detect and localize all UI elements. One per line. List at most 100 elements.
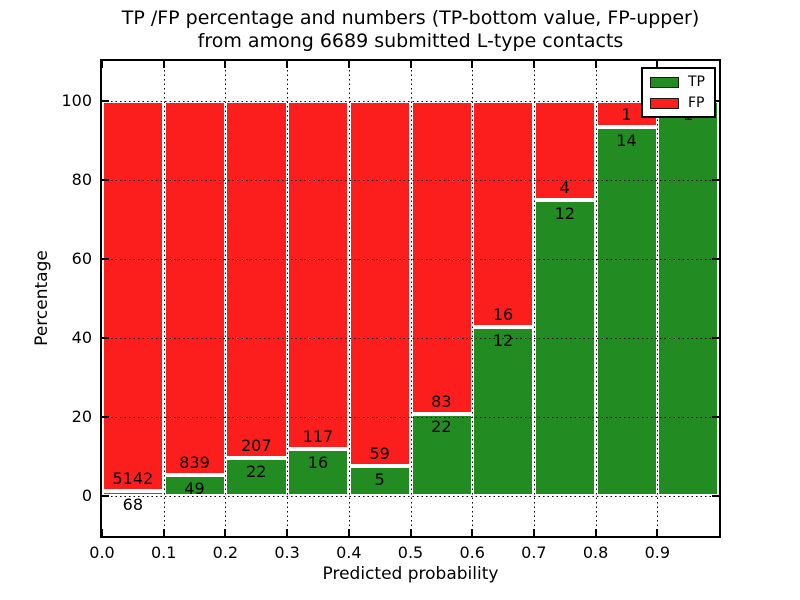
tp-bar-segment	[102, 491, 165, 497]
tp-bar-segment	[472, 326, 535, 497]
v-gridline	[225, 61, 227, 536]
v-gridline	[533, 61, 535, 536]
x-tick-label: 0.0	[89, 543, 115, 562]
y-tick-mark	[712, 257, 719, 260]
tp-bar-segment	[348, 465, 411, 497]
x-tick-mark	[162, 529, 165, 536]
fp-bar-segment	[348, 100, 411, 466]
tp-count-label: 68	[122, 495, 144, 515]
tp-bar-segment	[533, 199, 597, 497]
legend-swatch-fp	[650, 97, 679, 109]
v-gridline	[410, 61, 412, 536]
x-tick-label: 0.2	[212, 543, 239, 562]
y-tick-mark	[102, 337, 109, 340]
tp-count-label: 22	[246, 462, 267, 482]
v-gridline	[348, 61, 350, 536]
fp-count-label: 5142	[112, 469, 154, 489]
x-tick-mark	[594, 61, 597, 68]
legend-label-fp: FP	[688, 95, 705, 111]
tp-count-label: 14	[616, 130, 637, 150]
y-tick-mark	[102, 495, 109, 498]
x-tick-mark	[286, 529, 289, 536]
tp-bar-segment	[595, 127, 658, 497]
plot-area: 514268839492072211716595832216124121141 …	[100, 59, 721, 538]
tp-bar-segment	[225, 458, 288, 497]
x-tick-mark	[471, 61, 474, 68]
y-tick-mark	[712, 337, 719, 340]
fp-bar-segment	[533, 100, 597, 200]
fp-count-label: 4	[559, 177, 570, 197]
x-tick-mark	[224, 529, 227, 536]
legend: TP FP	[641, 67, 716, 118]
y-tick-mark	[712, 178, 719, 181]
tp-count-label: 12	[554, 203, 575, 223]
v-gridline	[657, 61, 659, 536]
x-tick-mark	[347, 61, 350, 68]
x-tick-label: 0.8	[582, 543, 609, 562]
x-tick-label: 0.5	[397, 543, 424, 562]
x-tick-label: 0.6	[459, 543, 485, 562]
y-tick-mark	[712, 495, 719, 498]
y-tick-label: 0	[81, 486, 92, 506]
plot-inner: 514268839492072211716595832216124121141 …	[101, 61, 720, 536]
legend-swatch-tp	[650, 76, 679, 88]
chart-title-line1: TP /FP percentage and numbers (TP-bottom…	[121, 7, 700, 29]
x-tick-mark	[286, 61, 289, 68]
fp-bar-segment	[225, 100, 288, 459]
x-tick-label: 0.7	[521, 543, 547, 562]
x-tick-mark	[656, 529, 659, 536]
chart-title: TP /FP percentage and numbers (TP-bottom…	[100, 7, 721, 53]
tp-count-label: 22	[431, 417, 452, 437]
x-tick-mark	[409, 529, 412, 536]
tp-bar-segment	[287, 448, 350, 497]
y-tick-mark	[102, 178, 109, 181]
fp-count-label: 207	[240, 436, 272, 456]
x-tick-mark	[162, 61, 165, 68]
tp-bar-segment	[163, 474, 226, 497]
v-gridline	[163, 61, 165, 536]
x-tick-mark	[532, 529, 535, 536]
x-tick-mark	[532, 61, 535, 68]
x-tick-label: 0.3	[274, 543, 300, 562]
tp-bar-segment	[657, 100, 720, 497]
tp-count-label: 5	[374, 469, 385, 489]
x-tick-mark	[656, 61, 659, 68]
y-tick-label: 20	[71, 407, 92, 427]
x-tick-mark	[224, 61, 227, 68]
v-gridline	[472, 61, 474, 536]
fp-count-label: 1	[621, 105, 632, 124]
fp-count-label: 83	[431, 391, 452, 411]
x-tick-mark	[101, 529, 103, 536]
fp-bar-segment	[472, 100, 535, 327]
fp-count-label: 839	[179, 452, 210, 472]
fp-count-label: 59	[369, 443, 390, 463]
y-tick-mark	[102, 416, 109, 419]
legend-row-tp: TP	[650, 75, 705, 89]
x-tick-mark	[594, 529, 597, 536]
y-tick-mark	[712, 416, 719, 419]
x-tick-mark	[101, 61, 103, 68]
fp-bar-segment	[410, 100, 473, 414]
y-tick-label: 40	[71, 328, 92, 348]
v-gridline	[595, 61, 597, 536]
fp-bar-segment	[163, 100, 226, 475]
fp-count-label: 117	[302, 426, 334, 446]
y-tick-label: 100	[61, 90, 92, 110]
legend-row-fp: FP	[650, 96, 705, 110]
fp-count-label: 16	[492, 304, 514, 324]
x-tick-mark	[409, 61, 412, 68]
y-tick-mark	[102, 99, 109, 102]
v-gridline	[287, 61, 289, 536]
x-axis-label: Predicted probability	[322, 564, 499, 584]
y-axis-label: Percentage	[32, 250, 52, 346]
x-tick-mark	[471, 529, 474, 536]
y-tick-label: 60	[71, 248, 92, 268]
chart-title-line2: from among 6689 submitted L-type contact…	[197, 30, 624, 52]
tp-count-label: 49	[184, 478, 205, 498]
tp-count-label: 12	[492, 330, 514, 350]
x-tick-label: 0.1	[150, 543, 177, 562]
y-tick-mark	[102, 257, 109, 260]
tp-count-label: 16	[307, 452, 329, 472]
tp-bar-segment	[410, 413, 473, 497]
